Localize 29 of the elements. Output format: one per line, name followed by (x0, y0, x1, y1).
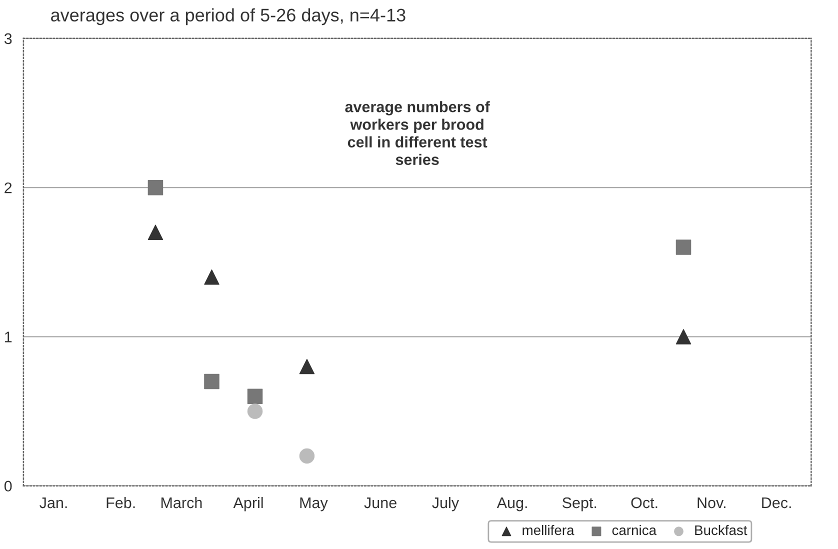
x-tick-label: Jan. (40, 498, 67, 508)
legend-label: Buckfast (695, 524, 748, 536)
x-tick-label: Aug. (496, 498, 527, 512)
y-tick-label: 2 (4, 182, 12, 194)
point (204, 374, 220, 390)
x-tick-label: Nov. (698, 498, 726, 508)
x-tick-label: Oct. (631, 497, 658, 508)
x-tick-label: May (300, 498, 328, 512)
x-tick-label: July (432, 496, 460, 512)
point (148, 180, 164, 196)
point (299, 358, 315, 374)
y-tick-label: 1 (5, 332, 12, 342)
point (148, 224, 164, 240)
point (204, 269, 220, 285)
x-tick-label: Dec. (762, 498, 791, 508)
point (676, 240, 692, 255)
y-tick-label: 0 (4, 480, 12, 492)
x-tick-label: June (364, 498, 396, 508)
point (676, 329, 692, 344)
x-tick-label: March (161, 496, 202, 508)
legend-label: mellifera (522, 524, 574, 536)
legend-label: carnica (612, 524, 657, 536)
x-tick-label: Sept. (562, 497, 596, 512)
point (247, 388, 263, 404)
x-tick-label: April (233, 496, 263, 512)
x-tick-label: Feb. (106, 496, 135, 508)
annotation: average numbers of workers per brood cell in different test series (345, 101, 490, 166)
chart-title: averages over a period of 5-26 days, n=4-13 (51, 8, 406, 26)
y-tick-label: 3 (4, 33, 12, 44)
